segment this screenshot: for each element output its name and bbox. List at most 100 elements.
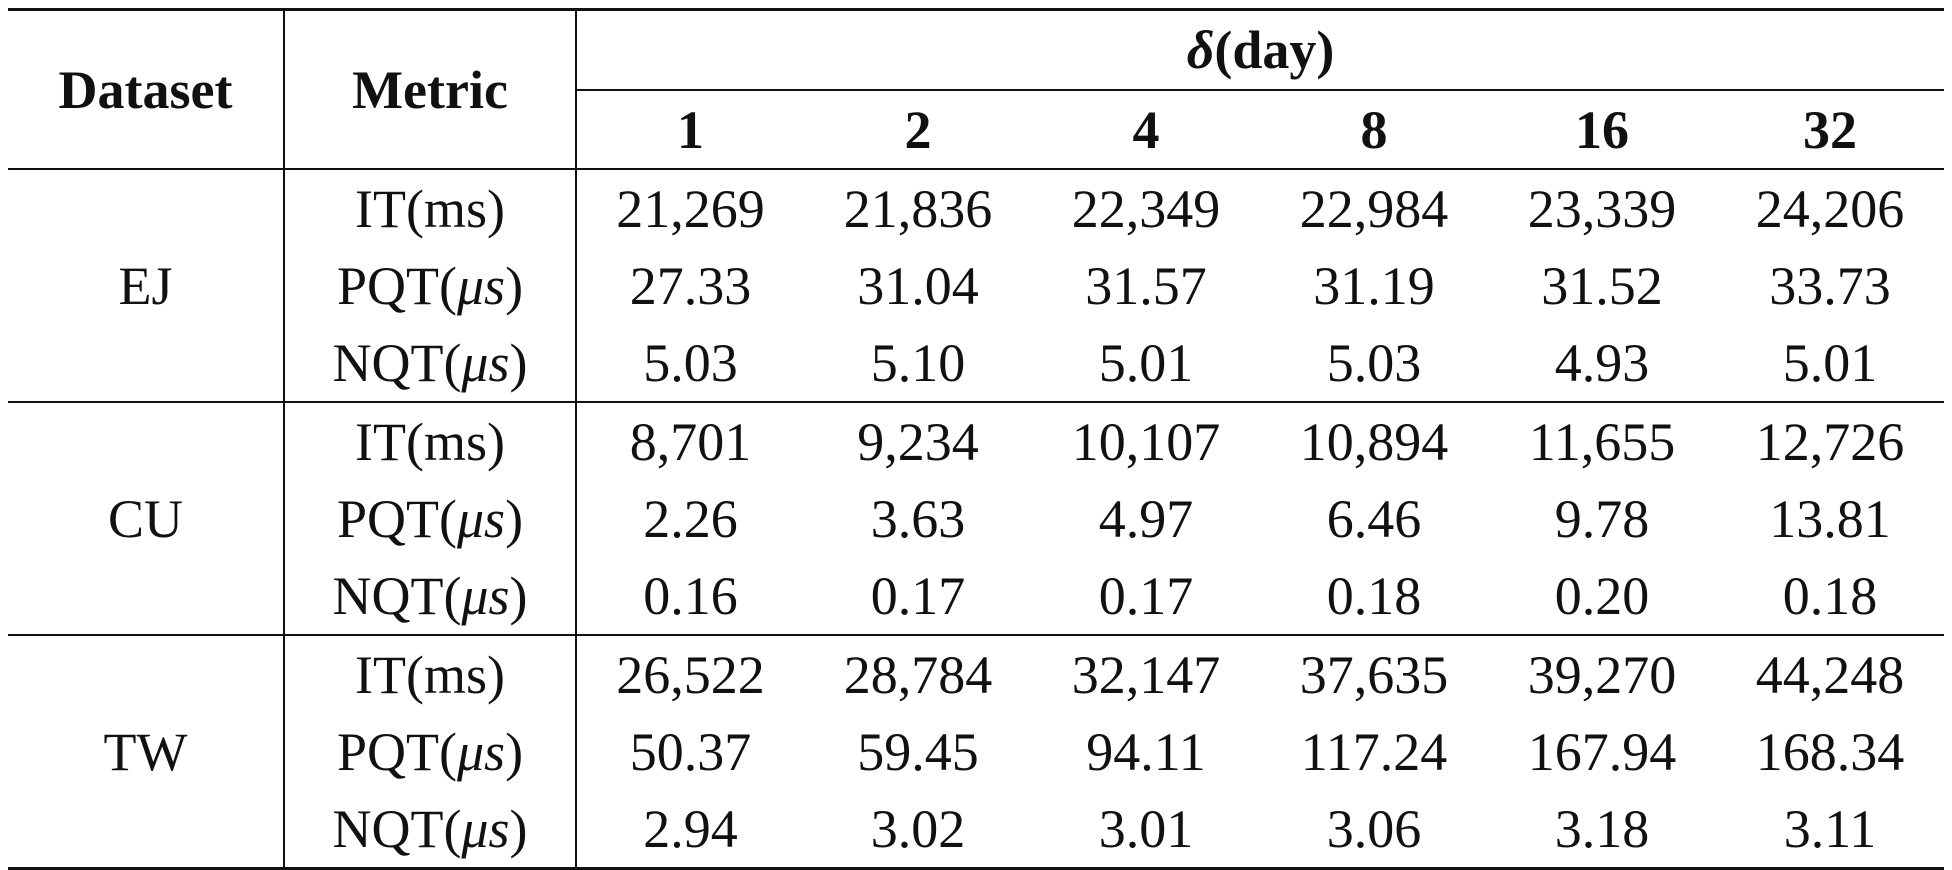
header-row-top: Dataset Metric δ(day) xyxy=(8,8,1945,169)
metric-unit: μs xyxy=(456,488,506,549)
value-cell: 5.10 xyxy=(870,332,966,393)
value-cell: 3.01 xyxy=(1032,790,1260,870)
value-cell: 5.03 xyxy=(1326,332,1422,393)
value-cell: 5.03 xyxy=(643,332,738,393)
metric-cell: IT(ms) xyxy=(284,634,577,713)
metric-name: NQT xyxy=(332,332,444,393)
value-cell: 2.94 xyxy=(576,790,804,870)
value-cell: 10,894 xyxy=(1260,401,1488,480)
value-cell: 21,836 xyxy=(804,168,1032,247)
value-cell: 24,206 xyxy=(1716,168,1945,247)
metric-name: PQT xyxy=(336,255,439,316)
dataset-cell: TW xyxy=(8,634,285,870)
metric-cell: IT(ms) xyxy=(284,168,577,247)
value-cell: 0.20 xyxy=(1554,565,1650,626)
metric-unit: ms xyxy=(423,644,487,705)
delta-column-header: 16 xyxy=(1575,99,1629,160)
table-row: NQT(μs) 0.16 0.17 0.17 0.18 0.20 0.18 xyxy=(8,557,1944,635)
delta-column-header: 32 xyxy=(1803,99,1858,160)
delta-column-header: 4 xyxy=(1132,99,1160,160)
value-cell: 50.37 xyxy=(629,721,752,782)
value-cell: 6.46 xyxy=(1326,488,1422,549)
value-cell: 0.18 xyxy=(1326,565,1422,626)
dataset-header: Dataset xyxy=(8,8,285,169)
value-cell: 167.94 xyxy=(1527,721,1677,782)
metric-unit: μs xyxy=(461,798,510,859)
metric-cell: NQT(μs) xyxy=(284,324,577,402)
delta-unit: (day) xyxy=(1214,20,1335,80)
value-cell: 3.63 xyxy=(870,488,966,549)
value-cell: 23,339 xyxy=(1488,168,1716,247)
table-row: NQT(μs) 2.94 3.02 3.01 3.06 3.18 3.11 xyxy=(8,790,1945,870)
results-table: Dataset Metric δ(day) 1 2 4 8 16 32 EJ IT… xyxy=(8,8,1945,870)
value-cell: 31.04 xyxy=(857,255,979,316)
value-cell: 3.11 xyxy=(1716,790,1945,870)
value-cell: 0.17 xyxy=(870,565,966,626)
value-cell: 27.33 xyxy=(629,255,752,316)
metric-cell: PQT(μs) xyxy=(284,247,577,324)
value-cell: 13.81 xyxy=(1769,488,1891,549)
metric-unit: μs xyxy=(456,255,506,316)
header-row-bottom: 1 2 4 8 16 32 xyxy=(8,90,1944,169)
value-cell: 8,701 xyxy=(576,401,804,480)
value-cell: 0.18 xyxy=(1782,565,1878,626)
table-row: PQT(μs) 2.26 3.63 4.97 6.46 9.78 13.81 xyxy=(8,480,1944,557)
table-row: EJ IT(ms) 21,269 21,836 22,349 22,984 23,339 24… xyxy=(8,168,1945,402)
metric-header: Metric xyxy=(284,8,577,169)
value-cell: 33.73 xyxy=(1769,255,1891,316)
value-cell: 3.06 xyxy=(1260,790,1488,870)
metric-unit: μs xyxy=(461,565,510,626)
delta-column-header: 2 xyxy=(904,99,932,160)
value-cell: 31.57 xyxy=(1085,255,1207,316)
value-cell: 4.93 xyxy=(1554,332,1650,393)
value-cell: 39,270 xyxy=(1488,634,1716,713)
dataset-cell: CU xyxy=(8,401,285,635)
value-cell: 44,248 xyxy=(1716,634,1945,713)
table-row: PQT(μs) 50.37 59.45 94.11 117.24 167.94 168.34 xyxy=(8,713,1944,790)
value-cell: 168.34 xyxy=(1755,721,1905,782)
metric-name: PQT xyxy=(336,488,439,549)
table-row: TW IT(ms) 26,522 28,784 32,147 37,635 39,270 44… xyxy=(8,634,1945,870)
delta-header: δ(day) xyxy=(576,8,1945,91)
metric-cell: PQT(μs) xyxy=(284,480,577,557)
metric-name: IT xyxy=(355,411,406,472)
value-cell: 0.16 xyxy=(643,565,738,626)
metric-cell: PQT(μs) xyxy=(284,713,577,790)
value-cell: 0.17 xyxy=(1098,565,1194,626)
metric-name: PQT xyxy=(336,721,439,782)
value-cell: 59.45 xyxy=(857,721,979,782)
delta-column-header: 1 xyxy=(677,99,704,160)
table-row: CU IT(ms) 8,701 9,234 10,107 10,894 11,655 12,7… xyxy=(8,401,1945,635)
delta-column-header: 8 xyxy=(1360,99,1388,160)
table-row: NQT(μs) 5.03 5.10 5.01 5.03 4.93 5.01 xyxy=(8,324,1944,402)
value-cell: 11,655 xyxy=(1488,401,1716,480)
value-cell: 31.52 xyxy=(1541,255,1663,316)
value-cell: 9.78 xyxy=(1554,488,1650,549)
metric-unit: μs xyxy=(456,721,506,782)
value-cell: 26,522 xyxy=(576,634,804,713)
value-cell: 22,349 xyxy=(1032,168,1260,247)
value-cell: 12,726 xyxy=(1716,401,1945,480)
value-cell: 2.26 xyxy=(643,488,738,549)
value-cell: 4.97 xyxy=(1098,488,1194,549)
dataset-cell: EJ xyxy=(8,168,285,402)
metric-cell: NQT(μs) xyxy=(284,790,577,870)
value-cell: 5.01 xyxy=(1782,332,1878,393)
value-cell: 94.11 xyxy=(1086,721,1206,782)
metric-cell: IT(ms) xyxy=(284,401,577,480)
value-cell: 32,147 xyxy=(1032,634,1260,713)
value-cell: 9,234 xyxy=(804,401,1032,480)
metric-name: IT xyxy=(355,178,406,239)
results-table-container: Dataset Metric δ(day) 1 2 4 8 16 32 EJ IT… xyxy=(8,8,1945,870)
metric-unit: ms xyxy=(423,411,487,472)
metric-unit: ms xyxy=(423,178,487,239)
metric-name: IT xyxy=(355,644,406,705)
metric-unit: μs xyxy=(461,332,510,393)
value-cell: 28,784 xyxy=(804,634,1032,713)
value-cell: 31.19 xyxy=(1313,255,1435,316)
value-cell: 10,107 xyxy=(1032,401,1260,480)
value-cell: 21,269 xyxy=(576,168,804,247)
value-cell: 22,984 xyxy=(1260,168,1488,247)
value-cell: 117.24 xyxy=(1300,721,1448,782)
metric-name: NQT xyxy=(332,565,444,626)
